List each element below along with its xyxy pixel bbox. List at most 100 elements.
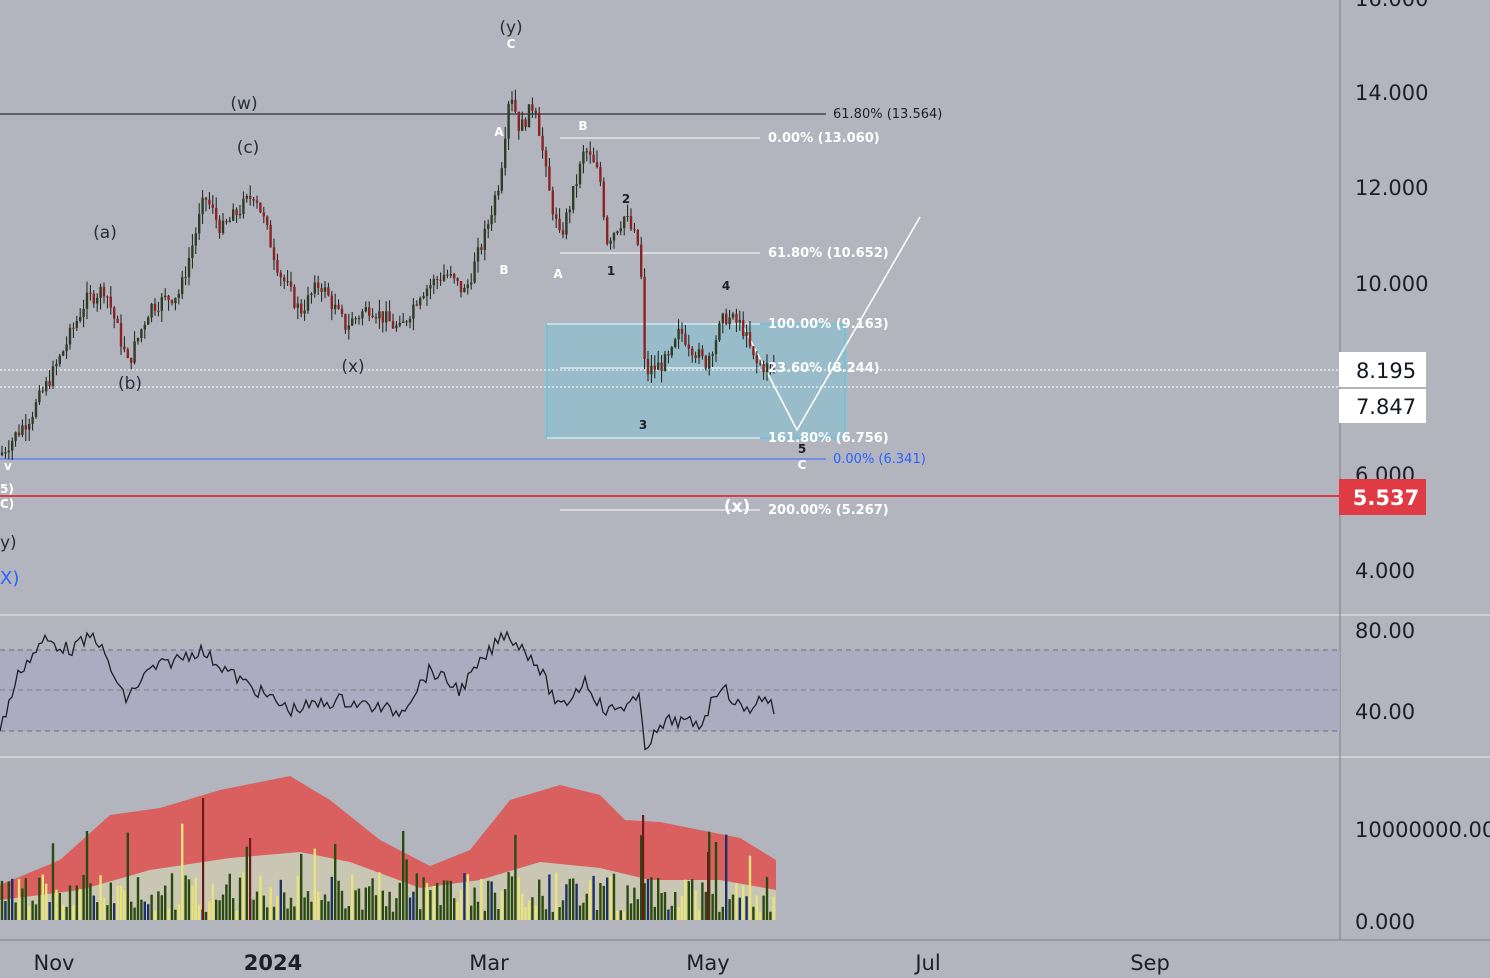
wave-label-b: (b) — [118, 374, 142, 394]
rsi-axis-label-40: 40.00 — [1355, 700, 1415, 724]
candle-body — [303, 310, 306, 314]
volume-bar — [704, 891, 707, 920]
candle-body — [497, 190, 500, 196]
candle-body — [565, 212, 568, 235]
candle-body — [116, 318, 119, 323]
candle-body — [153, 303, 157, 311]
volume-bar — [381, 890, 384, 920]
volume-bar — [748, 855, 752, 920]
candle-body — [748, 332, 752, 347]
candle-body — [160, 297, 163, 311]
candle-body — [126, 349, 129, 358]
volume-bar — [731, 894, 735, 920]
candle-body — [558, 218, 561, 231]
wave-label-left-X: X) — [0, 568, 19, 589]
wave-label-C-low: C — [798, 458, 807, 472]
volume-bar — [769, 911, 772, 920]
candle-body — [504, 138, 507, 169]
candle-body — [436, 278, 439, 280]
rsi-axis-label-80: 80.00 — [1355, 619, 1415, 643]
candle-body — [527, 104, 531, 128]
candle-body — [204, 197, 208, 200]
volume-bar — [347, 906, 350, 920]
fib-label-618: 61.80% (10.652) — [768, 246, 889, 261]
volume-bar — [752, 906, 755, 920]
volume-bar — [72, 904, 75, 920]
volume-bar — [147, 904, 150, 920]
volume-bar — [745, 896, 748, 920]
volume-bar — [422, 877, 425, 920]
volume-bar — [58, 893, 61, 920]
candle-body — [456, 278, 459, 281]
volume-bar — [640, 835, 643, 920]
candle-body — [490, 215, 493, 225]
candle-body — [187, 257, 191, 278]
volume-bar — [606, 877, 609, 920]
candle-body — [548, 166, 551, 191]
volume-bar — [419, 909, 422, 920]
volume-bar — [28, 906, 31, 920]
volume-bar — [568, 878, 571, 920]
volume-bar — [21, 888, 24, 920]
candle-body — [378, 311, 381, 319]
price-pane[interactable] — [0, 0, 1340, 615]
candle-body — [531, 104, 534, 111]
candle-body — [181, 277, 184, 294]
volume-bar — [742, 885, 745, 920]
fib-label-1618: 161.80% (6.756) — [768, 431, 889, 446]
volume-bar — [34, 904, 38, 920]
volume-bar — [633, 887, 636, 920]
candle-body — [136, 338, 140, 342]
volume-bar — [636, 899, 639, 920]
volume-bar — [504, 889, 507, 920]
alert-price-tag[interactable]: 5.537 — [1339, 479, 1426, 515]
volume-bar — [680, 896, 684, 920]
candle-body — [262, 212, 265, 217]
candle-body — [68, 327, 72, 345]
volume-bar — [772, 896, 775, 920]
volume-bar — [96, 902, 99, 920]
volume-bar — [116, 885, 119, 920]
volume-bar — [718, 911, 721, 920]
candle-body — [619, 228, 622, 232]
candle-body — [344, 314, 347, 330]
projection-path[interactable] — [741, 216, 921, 432]
candle-body — [623, 216, 626, 229]
svg-text:5.537: 5.537 — [1353, 486, 1419, 510]
volume-bar — [177, 904, 180, 920]
candle-body — [721, 313, 724, 324]
candle-body — [113, 307, 116, 319]
time-label-nov: Nov — [34, 951, 75, 975]
candle-body — [72, 327, 75, 329]
time-label-2024: 2024 — [244, 951, 302, 975]
volume-bar — [79, 888, 82, 920]
candle-body — [194, 233, 197, 246]
current-price-tag[interactable]: 8.195 — [1339, 352, 1426, 387]
volume-bar — [153, 910, 157, 920]
candle-body — [660, 362, 663, 371]
target-zone-box[interactable] — [546, 323, 846, 439]
candle-body — [714, 340, 718, 355]
volume-bar — [405, 859, 408, 920]
wave-label-A-top: A — [494, 125, 504, 139]
candle-body — [765, 363, 769, 373]
volume-spike-bar — [249, 838, 252, 920]
candle-body — [272, 247, 276, 260]
wave-label-x: (x) — [341, 357, 364, 377]
volume-bar — [11, 878, 14, 920]
volume-bar — [102, 897, 106, 920]
candle-body — [419, 298, 422, 306]
volume-bar — [616, 910, 619, 920]
volume-bar — [691, 879, 694, 920]
candle-body — [337, 304, 340, 309]
candle-body — [323, 287, 327, 292]
candle-body — [480, 247, 483, 250]
volume-bar — [334, 844, 337, 920]
candle-body — [7, 450, 10, 453]
secondary-price-tag[interactable]: 7.847 — [1339, 389, 1426, 423]
fib-label-200: 200.00% (5.267) — [768, 503, 889, 518]
volume-bar — [164, 885, 167, 920]
volume-bar — [286, 908, 289, 920]
candle-body — [45, 381, 48, 392]
